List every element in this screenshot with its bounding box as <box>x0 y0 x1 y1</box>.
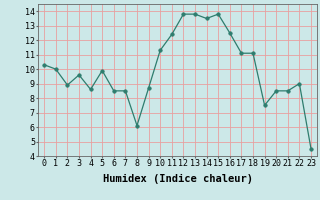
X-axis label: Humidex (Indice chaleur): Humidex (Indice chaleur) <box>103 174 252 184</box>
